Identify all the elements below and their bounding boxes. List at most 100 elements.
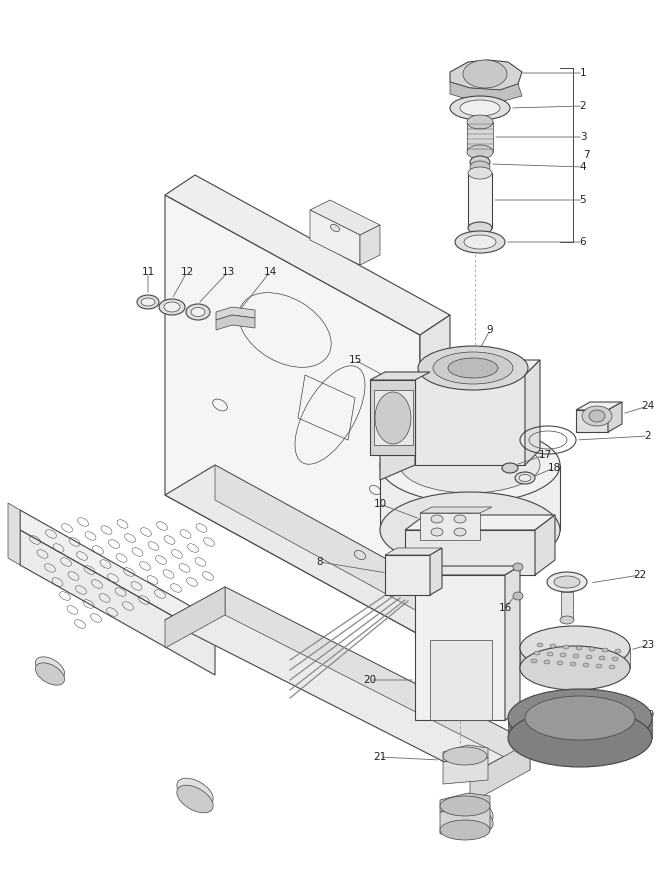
Polygon shape	[450, 60, 522, 90]
Text: 4: 4	[580, 162, 586, 172]
Ellipse shape	[467, 115, 493, 129]
Text: 23: 23	[641, 640, 655, 650]
Text: 11: 11	[141, 267, 155, 277]
Polygon shape	[450, 82, 522, 102]
Ellipse shape	[582, 406, 612, 426]
Ellipse shape	[547, 652, 553, 656]
Polygon shape	[370, 372, 430, 380]
Ellipse shape	[596, 664, 602, 668]
Ellipse shape	[508, 709, 652, 767]
Polygon shape	[385, 548, 442, 555]
Ellipse shape	[464, 235, 496, 249]
Ellipse shape	[431, 528, 443, 536]
Polygon shape	[525, 360, 540, 465]
Polygon shape	[374, 390, 413, 445]
Polygon shape	[360, 225, 380, 265]
Ellipse shape	[448, 358, 498, 378]
Text: 24: 24	[641, 401, 655, 411]
Ellipse shape	[440, 796, 490, 816]
Polygon shape	[576, 402, 622, 410]
Ellipse shape	[547, 572, 587, 592]
Ellipse shape	[380, 427, 560, 503]
Polygon shape	[385, 555, 430, 595]
Ellipse shape	[615, 649, 621, 653]
Ellipse shape	[612, 657, 618, 661]
Ellipse shape	[560, 653, 566, 657]
Polygon shape	[415, 375, 525, 465]
Ellipse shape	[418, 346, 528, 390]
Ellipse shape	[586, 655, 592, 659]
Ellipse shape	[468, 167, 492, 179]
Text: 8: 8	[317, 557, 323, 567]
Text: 9: 9	[487, 325, 493, 335]
Polygon shape	[216, 315, 255, 330]
Polygon shape	[520, 648, 630, 668]
Ellipse shape	[457, 796, 493, 824]
Ellipse shape	[515, 472, 535, 484]
Ellipse shape	[36, 657, 65, 679]
Polygon shape	[380, 375, 415, 480]
Polygon shape	[310, 210, 360, 265]
Polygon shape	[20, 510, 215, 640]
Polygon shape	[165, 587, 225, 648]
Text: 19: 19	[641, 710, 655, 720]
Polygon shape	[165, 195, 420, 635]
Polygon shape	[165, 465, 470, 635]
Ellipse shape	[537, 643, 543, 647]
Ellipse shape	[380, 492, 560, 568]
Polygon shape	[443, 745, 488, 762]
Text: 6: 6	[580, 237, 586, 247]
Text: 5: 5	[580, 195, 586, 205]
Ellipse shape	[573, 654, 579, 658]
Ellipse shape	[609, 665, 615, 669]
Polygon shape	[415, 360, 540, 375]
Ellipse shape	[164, 302, 180, 312]
Polygon shape	[561, 592, 573, 620]
Text: 12: 12	[180, 267, 194, 277]
Text: 14: 14	[263, 267, 277, 277]
Polygon shape	[380, 465, 560, 530]
Ellipse shape	[589, 647, 595, 651]
Ellipse shape	[463, 60, 507, 88]
Polygon shape	[430, 548, 442, 595]
Ellipse shape	[550, 644, 556, 648]
Ellipse shape	[159, 299, 185, 315]
Ellipse shape	[468, 222, 492, 234]
Ellipse shape	[534, 651, 540, 655]
Polygon shape	[20, 530, 215, 675]
Polygon shape	[225, 587, 530, 770]
Ellipse shape	[457, 803, 493, 831]
Ellipse shape	[583, 663, 589, 667]
Ellipse shape	[513, 592, 523, 600]
Text: 18: 18	[548, 463, 560, 473]
Ellipse shape	[557, 661, 563, 665]
Ellipse shape	[589, 410, 605, 422]
Ellipse shape	[191, 308, 205, 317]
Polygon shape	[576, 410, 608, 432]
Ellipse shape	[141, 298, 155, 306]
Polygon shape	[370, 380, 415, 455]
Text: 3: 3	[580, 132, 586, 142]
Ellipse shape	[513, 563, 523, 571]
Polygon shape	[415, 575, 505, 720]
Polygon shape	[405, 515, 555, 530]
Text: 7: 7	[583, 150, 589, 160]
Ellipse shape	[186, 304, 210, 320]
Polygon shape	[216, 307, 255, 320]
Polygon shape	[420, 513, 480, 540]
Ellipse shape	[544, 660, 550, 664]
Ellipse shape	[570, 662, 576, 666]
Ellipse shape	[519, 474, 531, 481]
Ellipse shape	[470, 161, 490, 173]
Ellipse shape	[520, 626, 630, 670]
Polygon shape	[440, 808, 490, 834]
Polygon shape	[535, 515, 555, 575]
Ellipse shape	[177, 778, 213, 806]
Ellipse shape	[455, 231, 505, 253]
Polygon shape	[443, 758, 488, 784]
Ellipse shape	[520, 646, 630, 690]
Polygon shape	[440, 793, 490, 812]
Text: 13: 13	[221, 267, 235, 277]
Ellipse shape	[431, 515, 443, 523]
Ellipse shape	[443, 747, 487, 765]
